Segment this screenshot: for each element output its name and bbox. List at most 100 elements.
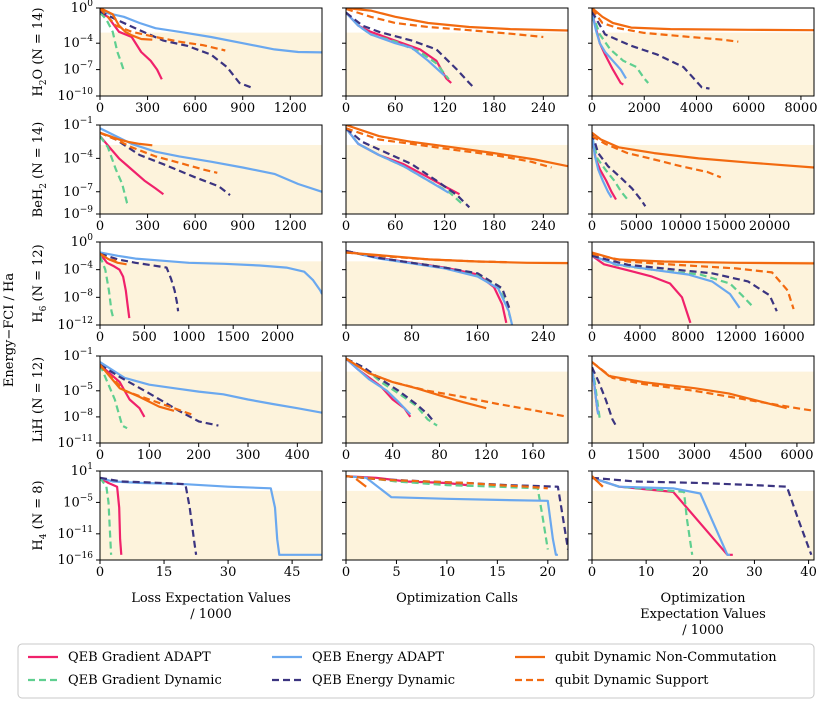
- x-tick-label: 600: [183, 101, 208, 116]
- x-tick-label: 0: [96, 565, 104, 580]
- panel-frame: [345, 470, 569, 561]
- series-line-qeb-energy-adapt: [592, 476, 731, 556]
- molecule-name: BeH: [31, 189, 46, 218]
- x-tick-label: 0: [588, 565, 596, 580]
- x-tick-label: 5000: [620, 219, 653, 234]
- series-line-qeb-energy-dynamic: [592, 254, 778, 312]
- series-line-qeb-gradient-dynamic: [100, 255, 115, 319]
- panel-frame: [99, 241, 323, 326]
- y-tick-label: 10−8: [63, 288, 93, 305]
- legend-label: QEB Energy ADAPT: [312, 650, 444, 665]
- molecule-name: H: [31, 311, 46, 322]
- x-tick-label: 15000: [705, 219, 746, 234]
- y-tick-exponent: −9: [80, 205, 94, 215]
- y-tick-exponent: 1: [87, 462, 93, 472]
- y-tick-label: 10−5: [63, 493, 93, 510]
- x-tick-label: 60: [387, 219, 404, 234]
- panel-frame: [99, 7, 323, 97]
- x-tick-label: 160: [521, 448, 546, 463]
- series-line-qeb-energy-adapt: [100, 361, 322, 414]
- x-tick-label: 1500: [217, 330, 250, 345]
- series-line-qeb-energy-adapt: [592, 367, 600, 415]
- molecule-name: LiH: [31, 418, 46, 442]
- y-tick-base: 10: [63, 290, 80, 305]
- series-line-qeb-energy-dynamic: [100, 252, 180, 312]
- y-tick-base: 10: [63, 263, 80, 278]
- y-tick-label: 10−1: [63, 116, 93, 133]
- x-tick-label: 240: [531, 219, 556, 234]
- y-tick-base: 10: [63, 118, 80, 133]
- y-tick-label: 10−4: [63, 34, 93, 51]
- series-line-qubit-dynamic-support: [592, 252, 795, 310]
- x-tick-label: 160: [465, 330, 490, 345]
- legend-label: QEB Gradient ADAPT: [68, 650, 211, 665]
- molecule-rest: O (N = 14): [31, 7, 46, 79]
- panel-LiH-1: 0 40 80 120 160: [342, 355, 569, 463]
- x-tick-label: 120: [474, 448, 499, 463]
- series-line-qeb-gradient-dynamic: [592, 476, 694, 555]
- y-tick-exponent: 0: [87, 233, 93, 243]
- series-line-qubit-dynamic-non-commutation: [100, 363, 175, 412]
- x-tick-label: 180: [482, 101, 507, 116]
- x-tick-label: 4000: [680, 101, 713, 116]
- legend-label: QEB Energy Dynamic: [312, 673, 455, 688]
- x-tick-label: 10: [439, 565, 456, 580]
- panel-frame: [591, 241, 815, 326]
- y-tick-exponent: −12: [74, 316, 93, 326]
- panel-frame: [99, 355, 323, 444]
- y-tick-exponent: −5: [80, 493, 94, 503]
- x-tick-label: 4000: [623, 330, 656, 345]
- series-line-qeb-energy-dynamic: [592, 366, 617, 427]
- y-tick-base: 10: [63, 185, 80, 200]
- series-line-qeb-energy-adapt: [346, 475, 558, 556]
- y-tick-base: 10: [57, 89, 74, 104]
- y-tick-label: 10−9: [63, 205, 93, 222]
- chemical-accuracy-band: [100, 32, 322, 96]
- y-tick-label: 10−16: [57, 551, 93, 568]
- x-axis-label-col-2: Optimization: [660, 591, 746, 606]
- series-line-qubit-dynamic-support: [346, 8, 544, 39]
- molecule-rest: (N = 12): [31, 357, 46, 418]
- series-line-qubit-dynamic-support: [100, 364, 192, 416]
- x-tick-label: 16000: [763, 330, 804, 345]
- x-tick-label: 200: [186, 448, 211, 463]
- y-tick-exponent: 0: [87, 0, 93, 9]
- x-tick-label: 20: [540, 565, 557, 580]
- x-tick-label: 30: [746, 565, 763, 580]
- x-tick-label: 900: [230, 219, 255, 234]
- x-tick-label: 3000: [678, 448, 711, 463]
- y-tick-exponent: −11: [74, 434, 93, 444]
- y-tick-base: 10: [63, 151, 80, 166]
- y-tick-base: 10: [71, 235, 88, 250]
- series-line-qubit-dynamic-support: [592, 361, 814, 412]
- row-label-H2O: H2O (N = 14): [31, 7, 49, 96]
- legend-box: [17, 643, 815, 699]
- series-line-qubit-dynamic-support: [100, 8, 226, 52]
- y-tick-base: 10: [63, 410, 80, 425]
- series-line-qeb-energy-adapt: [346, 127, 450, 194]
- legend-label: qubit Dynamic Support: [555, 673, 709, 688]
- x-tick-label: 0: [588, 330, 596, 345]
- y-tick-label: 101: [71, 462, 93, 479]
- x-tick-label: 120: [432, 101, 457, 116]
- molecule-name: H: [31, 85, 46, 96]
- x-tick-label: 500: [132, 330, 157, 345]
- y-tick-label: 10−11: [57, 525, 93, 542]
- molecule-subscript: 2: [39, 183, 49, 189]
- y-tick-base: 10: [63, 495, 80, 510]
- row-label-BeH2: BeH2 (N = 14): [31, 122, 49, 218]
- y-tick-exponent: −1: [80, 116, 93, 126]
- panel-LiH-2: 0 1500 3000 4500 6000: [588, 355, 815, 463]
- y-tick-base: 10: [63, 384, 80, 399]
- panel-frame: [345, 241, 569, 326]
- x-tick-label: 4500: [729, 448, 762, 463]
- x-axis-label-col-0: / 1000: [190, 607, 232, 622]
- panel-H2O-2: 0 2000 4000 6000 8000: [588, 7, 817, 116]
- series-line-qubit-dynamic-non-commutation: [592, 8, 814, 32]
- x-tick-label: 0: [588, 101, 596, 116]
- legend-label: qubit Dynamic Non-Commutation: [555, 650, 777, 665]
- y-tick-base: 10: [57, 436, 74, 451]
- panel-frame: [591, 124, 815, 215]
- x-tick-label: 1000: [172, 330, 205, 345]
